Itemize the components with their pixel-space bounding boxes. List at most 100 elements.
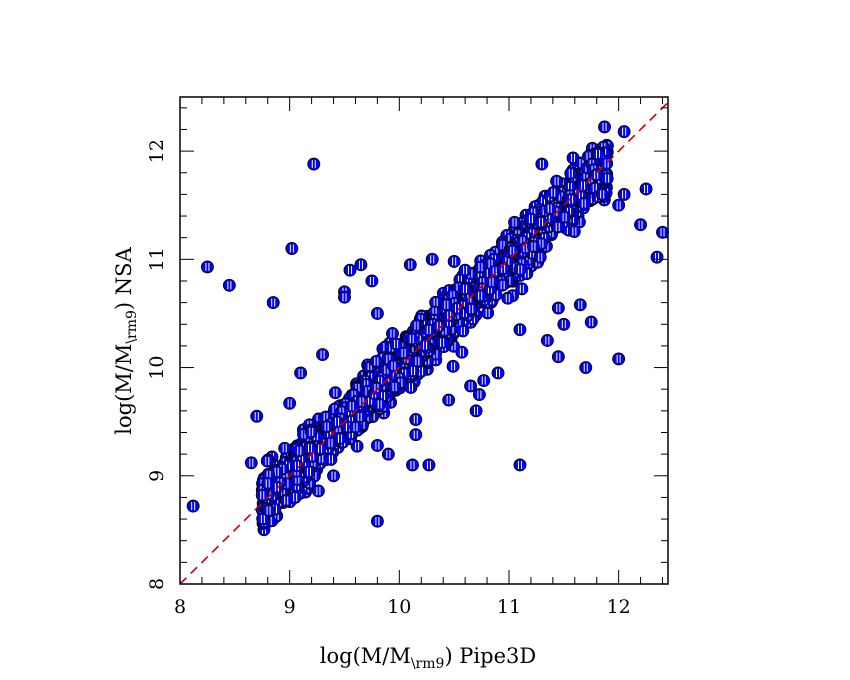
y-tick-label: 10 — [146, 356, 168, 380]
data-point — [656, 225, 669, 239]
data-point — [612, 352, 626, 366]
data-point — [250, 409, 264, 423]
data-point — [564, 193, 578, 207]
data-point — [303, 441, 317, 455]
data-point — [473, 289, 487, 303]
data-point — [551, 220, 565, 234]
data-point — [302, 465, 316, 479]
data-point — [405, 332, 419, 346]
data-point — [343, 263, 357, 277]
data-point — [432, 319, 446, 333]
data-point — [573, 298, 587, 312]
data-point — [557, 317, 571, 331]
data-point — [409, 428, 423, 442]
data-point — [403, 258, 417, 272]
data-point — [290, 459, 304, 473]
x-tick-label: 9 — [284, 596, 296, 618]
reference-line — [179, 101, 669, 585]
data-point — [338, 290, 351, 304]
y-tick-labels: 8 9 10 11 12 — [146, 139, 168, 590]
data-point — [477, 374, 491, 387]
data-point — [353, 410, 367, 424]
data-point — [262, 504, 276, 517]
data-point — [474, 260, 487, 274]
data-point — [524, 212, 538, 226]
data-point — [409, 413, 423, 426]
data-point — [370, 306, 384, 320]
data-point — [600, 172, 614, 185]
data-point — [333, 432, 347, 446]
data-point — [639, 182, 653, 196]
data-point — [464, 302, 478, 316]
data-point — [425, 252, 439, 266]
data-point — [388, 380, 402, 394]
data-point — [294, 366, 308, 380]
data-point — [354, 258, 368, 272]
data-point — [617, 125, 631, 139]
data-point — [551, 350, 565, 364]
data-point — [320, 420, 334, 434]
data-point — [328, 386, 342, 400]
data-point — [543, 202, 557, 216]
y-tick-label: 8 — [146, 578, 168, 590]
data-point — [285, 242, 299, 255]
data-point — [496, 278, 510, 292]
data-point — [550, 174, 564, 188]
x-axis-label: log(M/M\rm9) Pipe3D — [320, 644, 536, 672]
data-point — [540, 334, 554, 347]
data-points — [186, 120, 669, 537]
data-point — [447, 255, 461, 268]
data-point — [186, 499, 200, 513]
data-point — [307, 157, 321, 171]
data-point — [222, 278, 236, 292]
x-tick-label: 8 — [174, 596, 186, 618]
data-point — [200, 260, 214, 274]
x-tick-label: 10 — [387, 596, 411, 618]
data-point — [533, 250, 547, 264]
x-tick-labels: 8 9 10 11 12 — [174, 596, 631, 618]
data-point — [389, 337, 403, 351]
data-point — [370, 439, 384, 452]
x-tick-label: 12 — [607, 596, 631, 618]
data-point — [458, 282, 472, 296]
data-point — [324, 452, 338, 466]
data-point — [244, 456, 258, 470]
data-point — [442, 309, 456, 323]
data-point — [501, 291, 515, 305]
data-point — [496, 262, 510, 276]
data-point — [513, 458, 527, 472]
data-point — [508, 215, 522, 229]
data-point — [513, 323, 527, 337]
data-point — [469, 404, 483, 418]
data-point — [345, 399, 359, 413]
y-tick-label: 11 — [146, 247, 168, 271]
data-point — [410, 354, 424, 368]
data-point — [595, 187, 609, 201]
data-point — [458, 263, 472, 277]
data-point — [255, 488, 269, 502]
data-point — [397, 346, 411, 360]
data-point — [422, 458, 436, 472]
data-point — [266, 296, 280, 310]
plot-frame — [179, 96, 669, 585]
y-tick-label: 12 — [146, 139, 168, 163]
data-point — [650, 250, 664, 264]
y-axis-label: log(M/M\rm9) NSA — [112, 246, 140, 434]
data-point — [418, 338, 432, 352]
data-point — [472, 388, 486, 402]
data-point — [564, 166, 578, 180]
data-point — [515, 282, 529, 296]
y-tick-label: 9 — [146, 470, 168, 482]
data-point — [349, 420, 362, 434]
data-point — [355, 395, 369, 409]
data-point — [373, 397, 387, 411]
data-point — [260, 454, 274, 468]
data-point — [634, 218, 648, 232]
data-point — [577, 197, 591, 211]
data-point — [381, 447, 395, 461]
data-point — [551, 301, 565, 315]
data-point — [304, 425, 318, 439]
data-point — [330, 415, 344, 429]
data-point — [579, 361, 593, 375]
